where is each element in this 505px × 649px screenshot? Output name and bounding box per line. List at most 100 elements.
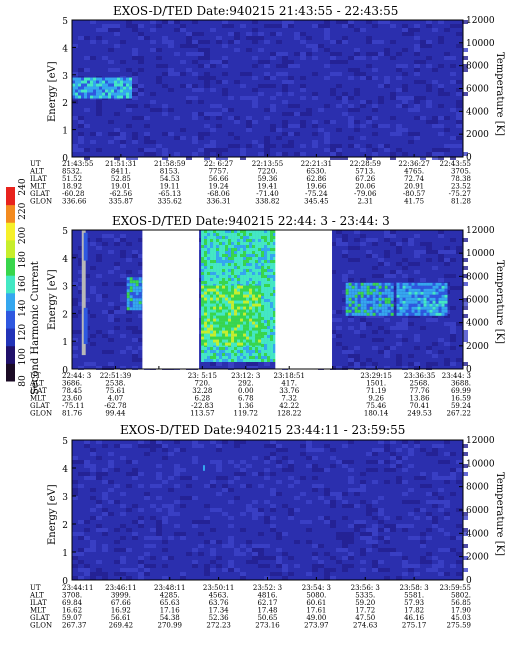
- heatmap-feature-cell: [363, 288, 367, 292]
- heatmap-cell: [438, 124, 444, 128]
- heatmap-feature-cell: [399, 297, 403, 301]
- heatmap-feature-cell: [213, 353, 217, 356]
- heatmap-feature-cell: [387, 291, 391, 295]
- heatmap-cell: [252, 88, 258, 92]
- heatmap-feature-cell: [426, 306, 430, 310]
- heatmap-feature-cell: [441, 312, 445, 316]
- heatmap-feature-cell: [240, 245, 244, 248]
- heatmap-feature-cell: [264, 338, 268, 341]
- heatmap-feature-cell: [252, 318, 256, 322]
- heatmap-feature-cell: [255, 353, 259, 356]
- heatmap-cell: [186, 484, 192, 488]
- heatmap-feature-cell: [249, 315, 253, 319]
- heatmap-cell: [228, 362, 234, 366]
- heatmap-cell: [162, 36, 168, 40]
- heatmap-cell: [144, 552, 150, 556]
- heatmap-feature-cell: [243, 350, 247, 353]
- heatmap-feature-cell: [234, 342, 238, 346]
- heatmap-feature-cell: [222, 233, 226, 236]
- heatmap-feature-cell: [378, 294, 382, 298]
- heatmap-cell: [336, 460, 342, 464]
- heatmap-cell: [432, 116, 438, 120]
- heatmap-feature-cell: [201, 315, 205, 319]
- heatmap-cell: [342, 366, 348, 370]
- heatmap-feature-cell: [132, 289, 136, 293]
- heatmap-cell: [456, 32, 462, 36]
- heatmap-feature-cell: [237, 324, 241, 328]
- heatmap-cell: [402, 258, 408, 262]
- heatmap-cell: [246, 540, 252, 544]
- heatmap-cell: [276, 448, 282, 452]
- ephemeris-value: 16.62: [62, 607, 82, 615]
- heatmap-cell: [402, 480, 408, 484]
- heatmap-feature-cell: [210, 324, 214, 328]
- heatmap-cell: [444, 504, 450, 508]
- heatmap-feature-cell: [207, 350, 211, 353]
- heatmap-feature-cell: [213, 288, 217, 292]
- heatmap-cell: [120, 504, 126, 508]
- ephemeris-value: 20.91: [404, 183, 424, 191]
- heatmap-feature-cell: [273, 311, 277, 314]
- heatmap-feature-cell: [240, 242, 244, 245]
- heatmap-cell: [402, 100, 408, 104]
- heatmap-feature-cell: [222, 324, 226, 328]
- heatmap-cell: [360, 72, 366, 76]
- heatmap-cell: [276, 572, 282, 576]
- heatmap-feature-cell: [408, 288, 412, 292]
- heatmap-feature-cell: [129, 92, 132, 96]
- heatmap-cell: [162, 104, 168, 108]
- ephemeris-value: 335.87: [109, 198, 134, 206]
- heatmap-cell: [186, 156, 192, 160]
- ephemeris-value: 16.92: [111, 607, 131, 615]
- heatmap-feature-cell: [129, 80, 132, 84]
- heatmap-cell: [108, 460, 114, 464]
- heatmap-feature-cell: [345, 309, 349, 313]
- heatmap-feature-cell: [441, 291, 445, 295]
- heatmap-cell: [264, 444, 270, 448]
- heatmap-cell: [288, 76, 294, 80]
- heatmap-cell: [96, 246, 102, 250]
- heatmap-cell: [396, 524, 402, 528]
- heatmap-feature-cell: [258, 281, 262, 284]
- heatmap-feature-cell: [363, 294, 367, 298]
- heatmap-feature-cell: [228, 242, 232, 245]
- heatmap-cell: [438, 278, 444, 282]
- heatmap-cell: [354, 72, 360, 76]
- ephemeris-value: 336.66: [62, 198, 87, 206]
- heatmap-cell: [276, 92, 282, 96]
- heatmap-feature-cell: [411, 285, 415, 289]
- heatmap-cell: [348, 108, 354, 112]
- heatmap-feature-cell: [222, 266, 226, 269]
- heatmap-feature-cell: [264, 269, 268, 272]
- heatmap-cell: [450, 108, 456, 112]
- heatmap-cell: [180, 84, 186, 88]
- heatmap-cell: [72, 44, 78, 48]
- heatmap-cell: [438, 152, 444, 156]
- heatmap-feature-cell: [435, 294, 439, 298]
- heatmap-cell: [330, 318, 336, 322]
- heatmap-feature-cell: [213, 248, 217, 251]
- heatmap-cell: [444, 116, 450, 120]
- heatmap-cell: [138, 24, 144, 28]
- heatmap-cell: [144, 140, 150, 144]
- heatmap-feature-cell: [270, 335, 274, 338]
- heatmap-feature-cell: [261, 242, 265, 245]
- heatmap-feature-cell: [126, 77, 129, 81]
- heatmap-feature-cell: [252, 342, 256, 346]
- heatmap-feature-cell: [216, 297, 220, 301]
- heatmap-feature-cell: [258, 327, 262, 331]
- heatmap-cell: [414, 254, 420, 258]
- heatmap-feature-cell: [228, 309, 232, 313]
- heatmap-cell: [408, 568, 414, 572]
- heatmap-feature-cell: [222, 248, 226, 251]
- heatmap-cell: [168, 72, 174, 76]
- heatmap-feature-cell: [231, 356, 235, 359]
- heatmap-feature-cell: [75, 92, 78, 96]
- heatmap-feature-cell: [228, 263, 232, 266]
- heatmap-cell: [78, 262, 84, 266]
- heatmap-cell: [372, 346, 378, 350]
- ephemeris-value: 18.92: [62, 183, 82, 191]
- heatmap-cell: [216, 492, 222, 496]
- heatmap-cell: [330, 88, 336, 92]
- heatmap-feature-cell: [204, 342, 208, 346]
